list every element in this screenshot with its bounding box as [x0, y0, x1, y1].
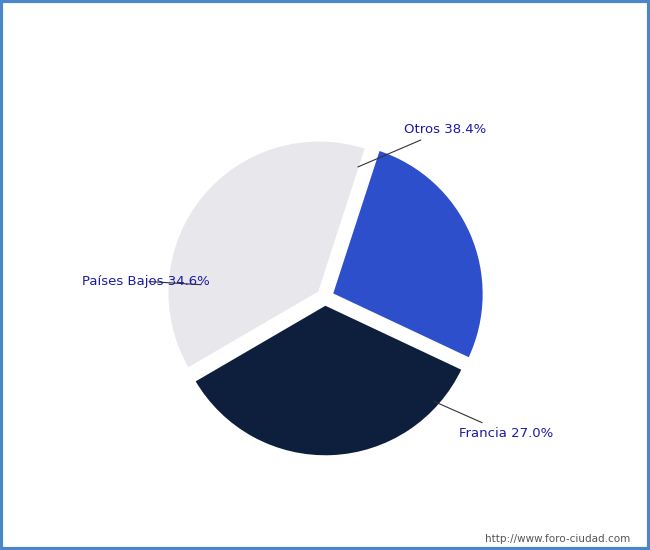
Wedge shape — [332, 150, 484, 359]
Text: Países Bajos 34.6%: Países Bajos 34.6% — [83, 275, 210, 288]
Text: Albalate del Arzobispo - Turistas extranjeros según país - Abril de 2024: Albalate del Arzobispo - Turistas extran… — [10, 25, 640, 41]
Text: http://www.foro-ciudad.com: http://www.foro-ciudad.com — [486, 535, 630, 544]
Wedge shape — [167, 140, 366, 368]
Text: Francia 27.0%: Francia 27.0% — [434, 402, 552, 439]
Text: Otros 38.4%: Otros 38.4% — [358, 123, 486, 167]
Wedge shape — [194, 305, 463, 456]
